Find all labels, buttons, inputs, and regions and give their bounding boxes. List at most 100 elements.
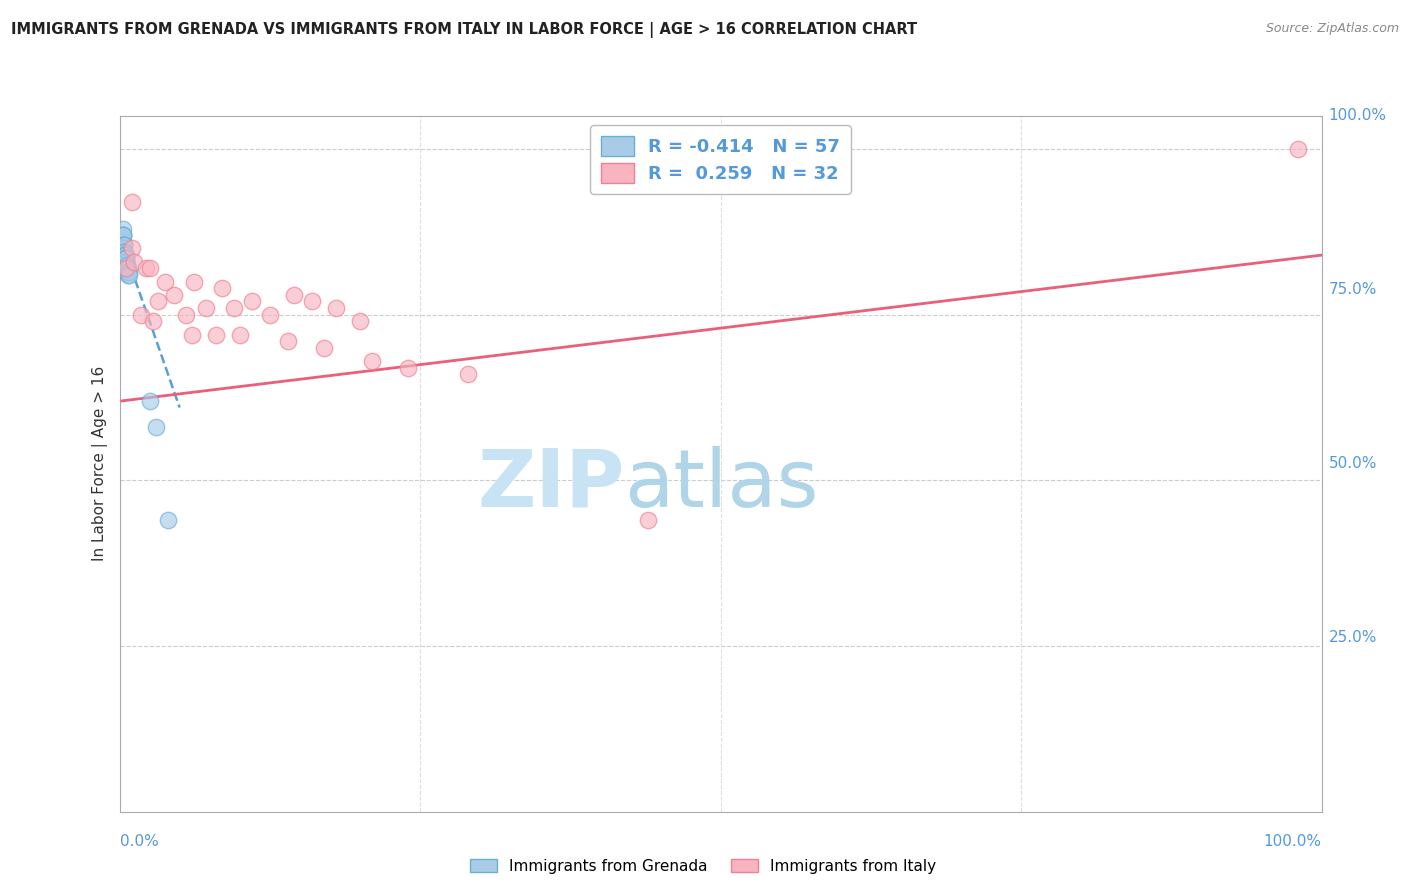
Point [180, 327, 202, 342]
Point [114, 265, 136, 279]
Point [115, 265, 138, 279]
Point [112, 248, 135, 262]
Point [301, 294, 323, 309]
Point [114, 254, 136, 268]
Legend: R = -0.414   N = 57, R =  0.259   N = 32: R = -0.414 N = 57, R = 0.259 N = 32 [591, 125, 851, 194]
Point [117, 268, 139, 282]
Text: 25.0%: 25.0% [1329, 631, 1376, 645]
Legend: Immigrants from Grenada, Immigrants from Italy: Immigrants from Grenada, Immigrants from… [464, 853, 942, 880]
Point [112, 244, 135, 259]
Point [240, 294, 263, 309]
Point [112, 244, 135, 259]
Point [146, 294, 169, 309]
Point [111, 228, 134, 243]
Text: IMMIGRANTS FROM GRENADA VS IMMIGRANTS FROM ITALY IN LABOR FORCE | AGE > 16 CORRE: IMMIGRANTS FROM GRENADA VS IMMIGRANTS FR… [11, 22, 917, 38]
Text: ZIP: ZIP [477, 446, 624, 524]
Text: 75.0%: 75.0% [1329, 283, 1376, 297]
Point [112, 238, 135, 252]
Point [129, 308, 152, 322]
Point [112, 248, 135, 262]
Point [114, 252, 136, 266]
Point [1286, 142, 1309, 156]
Point [211, 281, 233, 295]
Point [112, 242, 135, 256]
Point [153, 275, 176, 289]
Point [228, 327, 252, 342]
Point [112, 235, 135, 249]
Point [112, 242, 135, 256]
Point [118, 268, 141, 282]
Point [118, 265, 141, 279]
Point [112, 248, 135, 262]
Point [114, 254, 136, 268]
Point [112, 252, 135, 266]
Point [156, 513, 179, 527]
Point [112, 254, 135, 268]
Point [174, 308, 197, 322]
Point [115, 261, 138, 276]
Point [283, 288, 305, 302]
Point [121, 242, 143, 256]
Point [114, 248, 136, 262]
Text: Source: ZipAtlas.com: Source: ZipAtlas.com [1265, 22, 1399, 36]
Point [325, 301, 347, 315]
Point [637, 513, 659, 527]
Point [117, 261, 139, 276]
Point [112, 244, 135, 259]
Point [115, 265, 138, 279]
Point [114, 258, 136, 272]
Point [122, 254, 145, 268]
Text: 50.0%: 50.0% [1329, 457, 1376, 471]
Text: atlas: atlas [624, 446, 818, 524]
Point [114, 261, 136, 276]
Point [112, 238, 135, 252]
Point [112, 248, 135, 262]
Point [112, 242, 135, 256]
Text: 0.0%: 0.0% [120, 834, 159, 849]
Point [204, 327, 226, 342]
Point [115, 261, 138, 276]
Point [114, 252, 136, 266]
Point [114, 261, 136, 276]
Point [121, 195, 143, 210]
Point [396, 360, 419, 375]
Point [112, 252, 135, 266]
Point [112, 248, 135, 262]
Point [259, 308, 281, 322]
Point [112, 228, 135, 243]
Point [183, 275, 205, 289]
Point [112, 248, 135, 262]
Point [112, 238, 135, 252]
Point [145, 420, 167, 434]
Point [112, 248, 135, 262]
Point [195, 301, 218, 315]
Point [135, 261, 157, 276]
Point [222, 301, 245, 315]
Text: 100.0%: 100.0% [1329, 109, 1386, 123]
Point [277, 334, 299, 349]
Point [114, 252, 136, 266]
Point [115, 258, 138, 272]
Point [312, 341, 335, 355]
Text: 100.0%: 100.0% [1264, 834, 1322, 849]
Point [111, 258, 134, 272]
Point [114, 254, 136, 268]
Point [112, 254, 135, 268]
Point [112, 235, 135, 249]
Point [115, 261, 138, 276]
Y-axis label: In Labor Force | Age > 16: In Labor Force | Age > 16 [93, 367, 108, 561]
Point [361, 354, 384, 368]
Point [138, 261, 160, 276]
Point [112, 228, 135, 243]
Point [349, 314, 371, 328]
Point [457, 368, 479, 382]
Point [114, 258, 136, 272]
Point [112, 248, 135, 262]
Point [112, 228, 135, 243]
Point [114, 261, 136, 276]
Point [112, 221, 135, 235]
Point [115, 265, 138, 279]
Point [112, 252, 135, 266]
Point [162, 288, 184, 302]
Point [112, 244, 135, 259]
